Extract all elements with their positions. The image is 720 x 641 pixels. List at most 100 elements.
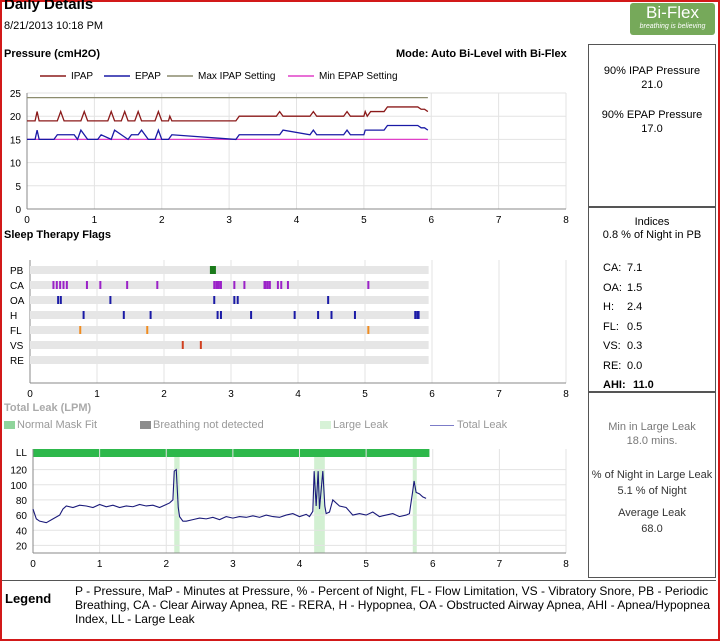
flag-event-ca <box>280 281 283 289</box>
breathing-not-detected-label: Breathing not detected <box>153 419 264 431</box>
flags-title: Sleep Therapy Flags <box>4 229 111 241</box>
flags-row-band-fl <box>30 326 429 334</box>
flag-event-pb <box>213 266 216 274</box>
large-leak-band <box>174 457 180 553</box>
index-value: 7.1 <box>627 262 643 274</box>
flags-row-band-re <box>30 356 429 364</box>
index-key: CA: <box>603 262 622 274</box>
legend-text: P - Pressure, MaP - Minutes at Pressure,… <box>75 584 710 626</box>
leak-x-tick: 0 <box>30 559 36 570</box>
flag-event-oa <box>59 296 62 304</box>
flag-event-oa <box>57 296 60 304</box>
flag-event-oa <box>327 296 330 304</box>
flag-event-fl <box>79 326 82 334</box>
flag-event-h <box>414 311 417 319</box>
index-row-oa: OA: 1.5 <box>603 282 642 294</box>
flag-event-ca <box>52 281 55 289</box>
pressure-y-tick: 15 <box>10 135 22 146</box>
pressure-x-tick: 7 <box>496 215 502 226</box>
flag-event-ca <box>219 281 222 289</box>
flag-event-h <box>317 311 320 319</box>
flags-x-tick: 0 <box>27 389 33 400</box>
pressure-stats-panel: 90% IPAP Pressure 21.0 90% EPAP Pressure… <box>588 44 716 207</box>
page-title: Daily Details <box>4 0 94 13</box>
pressure-series-epap <box>27 124 429 141</box>
report-date: 8/21/2013 10:18 PM <box>4 20 104 32</box>
flag-event-ca <box>243 281 246 289</box>
pressure-legend-label-3: Min EPAP Setting <box>319 71 398 82</box>
flags-x-tick: 1 <box>94 389 100 400</box>
flags-row-label-h: H <box>10 311 17 322</box>
large-leak-swatch <box>320 421 331 430</box>
flag-event-fl <box>146 326 149 334</box>
flag-event-ca <box>367 281 370 289</box>
flags-row-label-fl: FL <box>10 326 22 337</box>
leak-chart: 0 1 2 3 4 5 6 7 8 20 40 60 80 100 120 LL <box>10 448 569 570</box>
flags-x-tick: 3 <box>228 389 234 400</box>
flag-event-h <box>416 311 419 319</box>
legend-breathing-not-detected: Breathing not detected <box>140 419 264 431</box>
flag-event-oa <box>109 296 112 304</box>
pressure-y-tick: 0 <box>15 205 21 216</box>
flags-row-label-oa: OA <box>10 296 25 307</box>
flag-event-ca <box>62 281 65 289</box>
leak-x-tick: 7 <box>497 559 503 570</box>
flag-event-h <box>219 311 222 319</box>
flag-event-ca <box>263 281 266 289</box>
average-leak-label: Average Leak <box>618 507 686 519</box>
flag-event-fl <box>367 326 370 334</box>
leak-x-tick: 6 <box>430 559 436 570</box>
pressure-x-tick: 5 <box>361 215 367 226</box>
flags-x-tick: 6 <box>429 389 435 400</box>
flag-event-pb <box>209 266 212 274</box>
pressure-x-tick: 0 <box>24 215 30 226</box>
leak-y-tick: 80 <box>16 496 28 507</box>
flag-event-h <box>122 311 125 319</box>
pressure-legend-label-0: IPAP <box>71 71 93 82</box>
flags-chart: 0 1 2 3 4 5 6 7 8 PB CA OA H FL VS RE <box>10 260 569 400</box>
flags-row-band-pb <box>30 266 429 274</box>
flag-event-ca <box>99 281 102 289</box>
epap-90-value: 17.0 <box>641 123 663 135</box>
logo-tagline: breathing is believing <box>639 23 706 30</box>
leak-x-tick: 1 <box>97 559 103 570</box>
indices-panel: Indices 0.8 % of Night in PB CA: 7.1 OA: 1.… <box>588 207 716 392</box>
flags-row-label-pb: PB <box>10 266 24 277</box>
leak-y-tick: 60 <box>16 511 28 522</box>
flag-event-ca <box>276 281 279 289</box>
pressure-x-tick: 8 <box>563 215 569 226</box>
large-leak-label: Large Leak <box>333 419 389 431</box>
ipap-90-label: 90% IPAP Pressure <box>603 65 701 77</box>
flag-event-ca <box>156 281 159 289</box>
flag-event-h <box>353 311 356 319</box>
logo-name: Bi-Flex <box>646 3 699 22</box>
pressure-series-ipap <box>27 106 429 122</box>
leak-title: Total Leak (LPM) <box>4 402 92 414</box>
flags-row-band-oa <box>30 296 429 304</box>
index-value: 2.4 <box>627 301 643 313</box>
flag-event-ca <box>59 281 62 289</box>
flags-x-tick: 7 <box>496 389 502 400</box>
pressure-title: Pressure (cmH2O) <box>4 48 100 60</box>
index-key: VS: <box>603 340 621 352</box>
flag-event-oa <box>233 296 236 304</box>
flags-x-tick: 8 <box>563 389 569 400</box>
pressure-y-tick: 5 <box>15 182 21 193</box>
bi-flex-logo: Bi-Flex breathing is believing <box>630 3 715 35</box>
large-leak-band <box>412 457 417 553</box>
index-key: RE: <box>603 359 622 372</box>
leak-x-tick: 4 <box>297 559 303 570</box>
flag-event-ca <box>233 281 236 289</box>
index-row-fl: FL: 0.5 <box>603 321 642 333</box>
index-row-ca: CA: 7.1 <box>603 262 642 274</box>
legend-total-leak: Total Leak <box>430 419 507 431</box>
pressure-chart: IPAP EPAP Max IPAP Setting Min EPAP Setting… <box>10 71 569 226</box>
pressure-legend-label-1: EPAP <box>135 71 161 82</box>
pressure-y-tick: 20 <box>10 112 22 123</box>
flag-event-ca <box>286 281 289 289</box>
pressure-y-tick: 10 <box>10 159 22 170</box>
flags-row-label-vs: VS <box>10 341 24 352</box>
leak-y-tick: 120 <box>10 466 27 477</box>
normal-mask-fit-label: Normal Mask Fit <box>17 419 98 431</box>
flag-event-h <box>250 311 253 319</box>
